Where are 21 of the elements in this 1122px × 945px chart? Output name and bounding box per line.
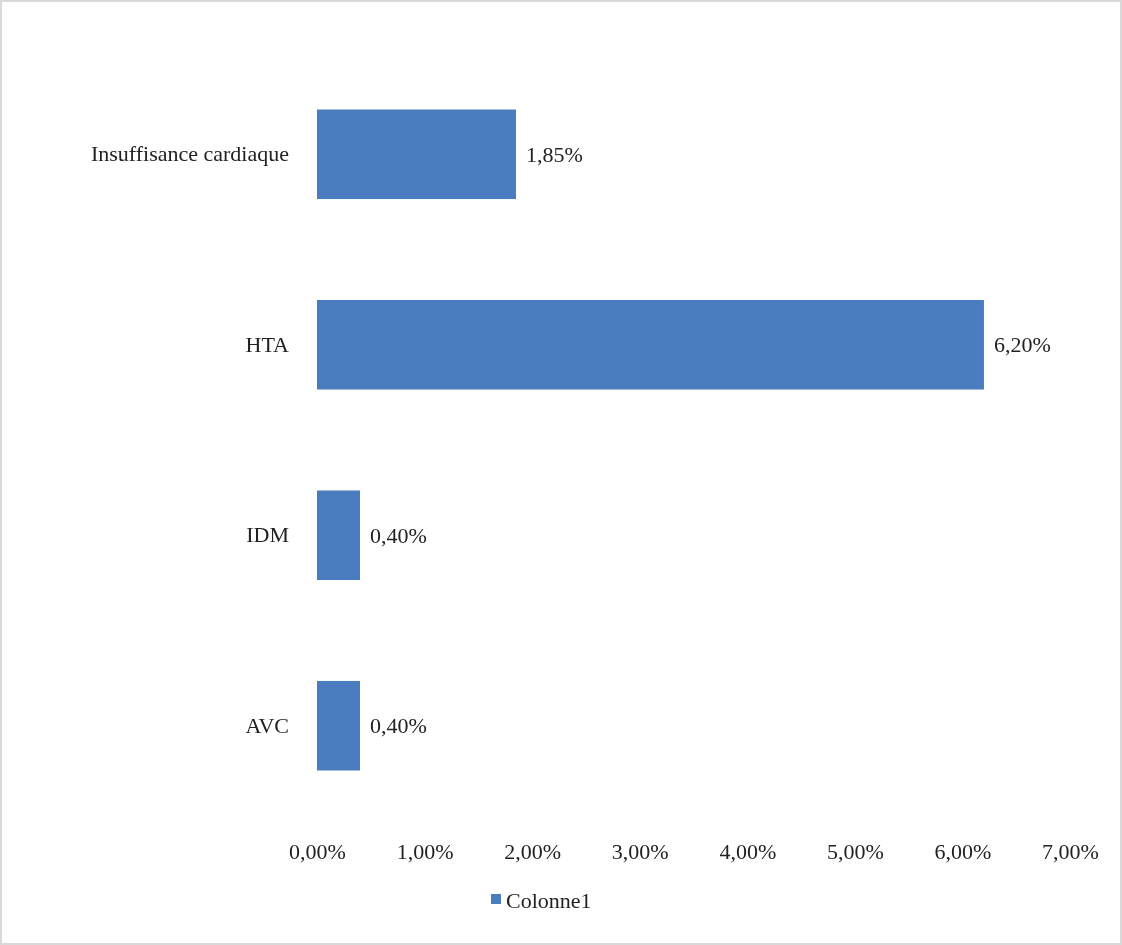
bar [317,680,361,771]
x-tick-label: 7,00% [1042,838,1099,864]
y-tick-label: IDM [246,522,289,548]
x-tick-label: 4,00% [719,838,777,864]
x-tick-label: 0,00% [289,838,346,864]
y-tick-label: AVC [245,712,289,738]
bar [317,490,361,580]
data-label: 0,40% [370,713,427,739]
x-tick-label: 6,00% [934,838,992,864]
x-tick-label: 3,00% [611,838,669,864]
data-label: 0,40% [370,522,427,548]
data-label: 6,20% [993,332,1051,358]
legend-label: Colonne1 [506,887,592,913]
bar [317,300,984,390]
x-tick-label: 2,00% [504,838,562,864]
bar [317,109,517,200]
data-label: 1,85% [526,141,583,167]
y-tick-label: HTA [245,331,290,357]
x-tick-label: 1,00% [396,838,454,864]
y-tick-label: Insuffisance cardiaque [90,141,289,167]
x-tick-label: 5,00% [826,838,884,864]
